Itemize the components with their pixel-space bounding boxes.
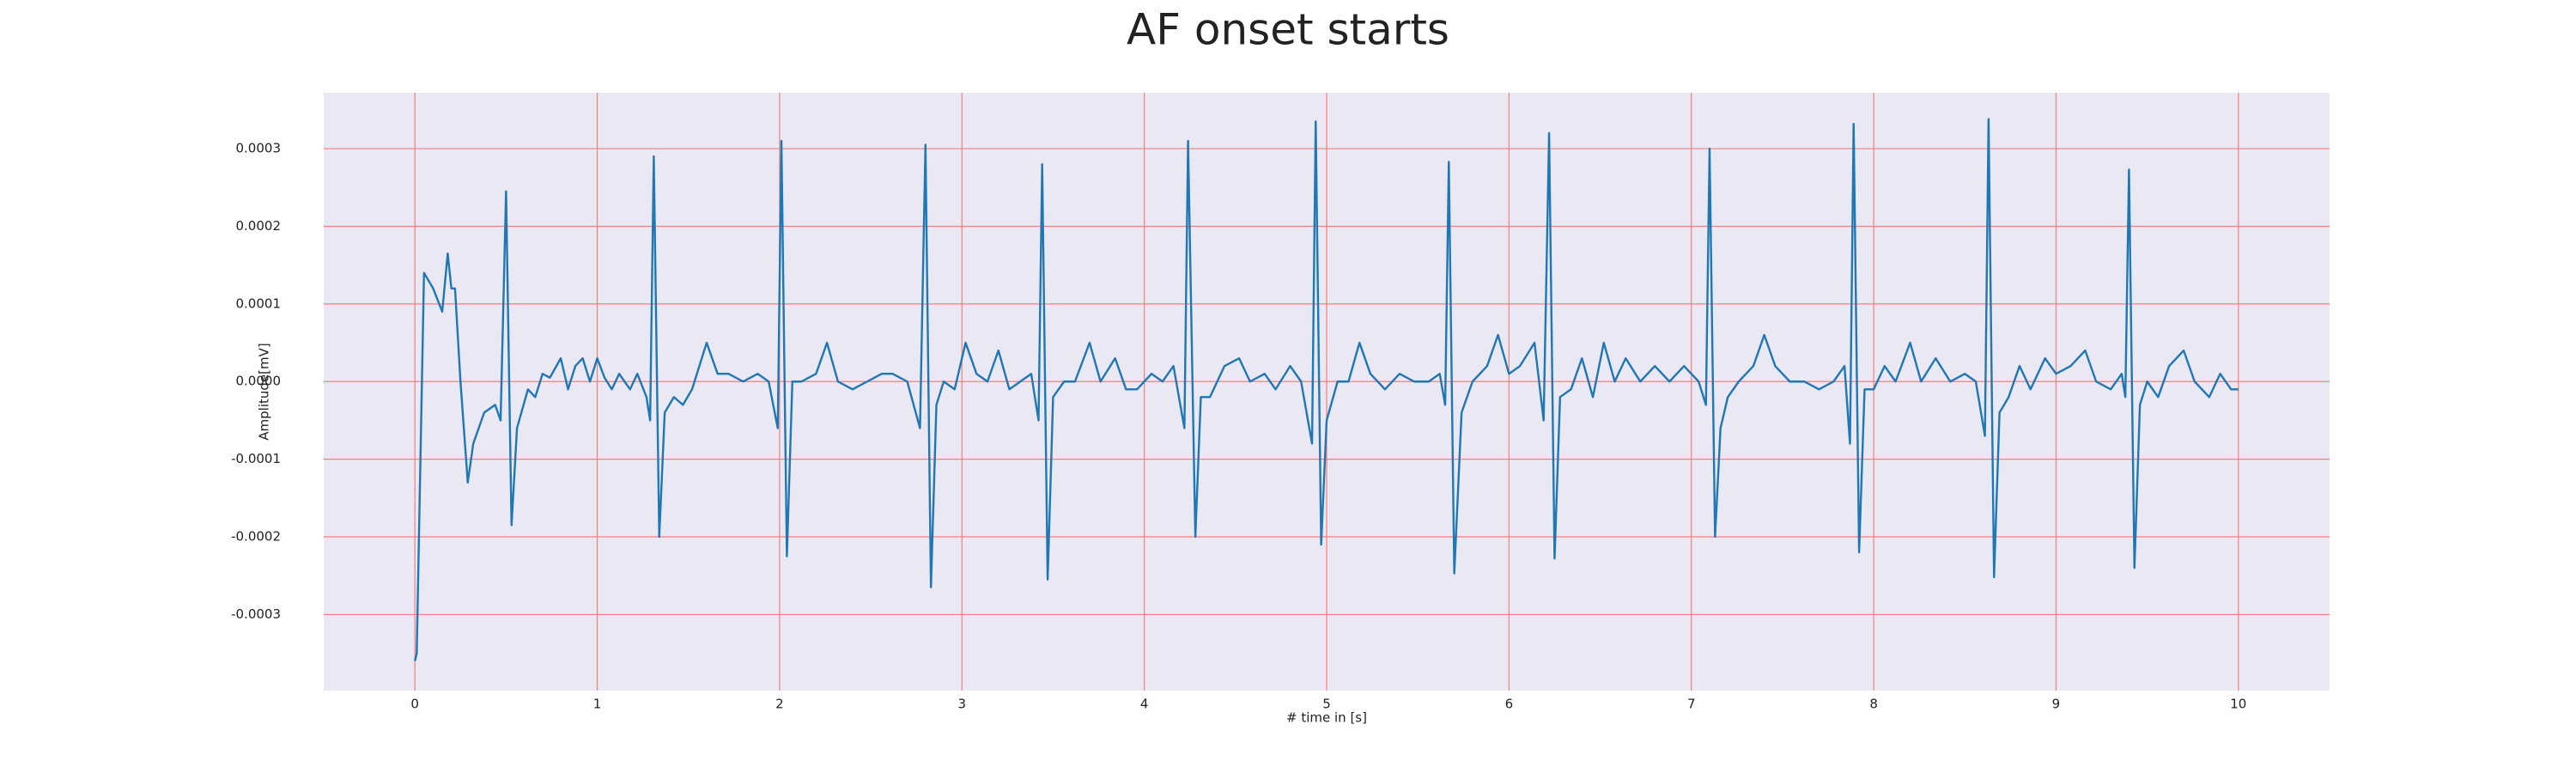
y-tick-label: 0.0002 [236, 218, 282, 234]
y-tick-label: 0.0000 [236, 374, 282, 389]
chart-title: AF onset starts [1127, 5, 1449, 55]
y-tick-label: -0.0003 [231, 606, 281, 622]
y-tick-label: -0.0002 [231, 529, 281, 545]
x-tick-label: 6 [1505, 697, 1514, 712]
x-tick-label: 2 [775, 697, 784, 712]
y-tick-label: -0.0001 [231, 451, 281, 466]
x-axis-label: # time in [s] [1286, 710, 1367, 726]
y-tick-label: 0.0001 [236, 295, 282, 311]
x-tick-label: 4 [1140, 697, 1149, 712]
x-tick-label: 7 [1687, 697, 1696, 712]
x-tick-label: 9 [2052, 697, 2061, 712]
x-tick-label: 0 [410, 697, 419, 712]
x-tick-label: 1 [593, 697, 602, 712]
y-axis-label: Amplitude[mV] [257, 343, 272, 440]
x-tick-label: 8 [1869, 697, 1878, 712]
x-tick-label: 10 [2230, 697, 2246, 712]
y-tick-label: 0.0003 [236, 141, 282, 156]
ecg-line [414, 118, 2239, 661]
x-tick-label: 5 [1322, 697, 1331, 712]
x-tick-label: 3 [957, 697, 966, 712]
